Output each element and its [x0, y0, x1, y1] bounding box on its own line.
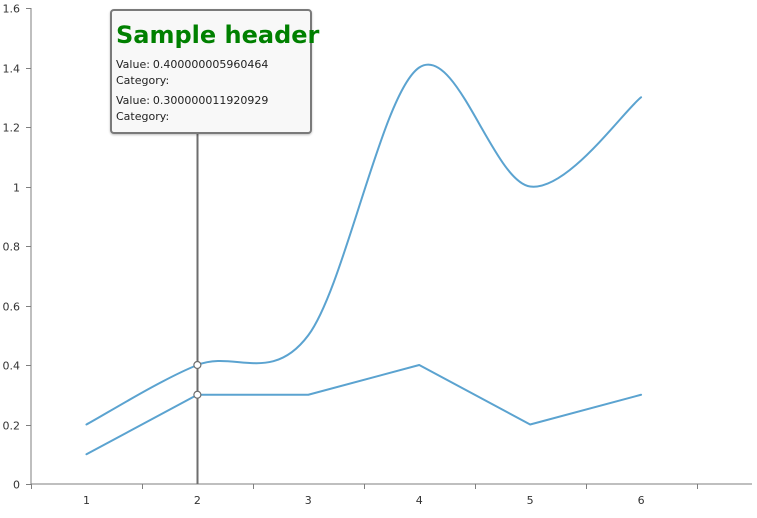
x-tick-label: 5 [527, 494, 534, 507]
tooltip-category-label: Category: [116, 74, 170, 87]
tooltip-value: 0.400000005960464 [152, 58, 269, 71]
highlight-point-1[interactable] [193, 360, 202, 370]
x-tick-label: 6 [638, 494, 645, 507]
tooltip-value: 0.300000011920929 [152, 94, 269, 107]
y-tick-label: 0.8 [3, 241, 21, 254]
y-tick-label: 0.2 [3, 420, 21, 433]
y-tick-label: 0 [13, 479, 20, 492]
tooltip-header: Sample header [116, 21, 320, 49]
y-tick-label: 1.4 [3, 63, 21, 76]
y-tick-label: 0.6 [3, 301, 21, 314]
y-tick-label: 1 [13, 182, 20, 195]
tooltip-item-value: Value: 0.300000011920929 [116, 93, 268, 109]
axes: 0 0.2 0.4 0.6 0.8 1 1.2 1.4 1.6 1 2 3 4 5 6 [3, 3, 752, 507]
y-tick-label: 0.4 [3, 360, 21, 373]
tooltip-value-label: Value: [116, 94, 150, 107]
tooltip-item-category: Category: [116, 109, 169, 125]
highlight-point-2[interactable] [193, 390, 202, 399]
tooltip-value-label: Value: [116, 58, 150, 71]
y-tick-label: 1.6 [3, 3, 21, 16]
x-tick-label: 1 [83, 494, 90, 507]
tooltip-category-label: Category: [116, 110, 170, 123]
tooltip-item-value: Value: 0.400000005960464 [116, 57, 268, 73]
tooltip: Sample header Value: 0.400000005960464 Ca… [110, 9, 319, 134]
x-tick-label: 4 [416, 494, 423, 507]
series-line-2 [85, 364, 643, 456]
crosshair-group [193, 130, 202, 484]
y-tick-label: 1.2 [3, 122, 21, 135]
x-tick-label: 2 [194, 494, 201, 507]
tooltip-item-category: Category: [116, 73, 169, 89]
x-tick-label: 3 [305, 494, 312, 507]
